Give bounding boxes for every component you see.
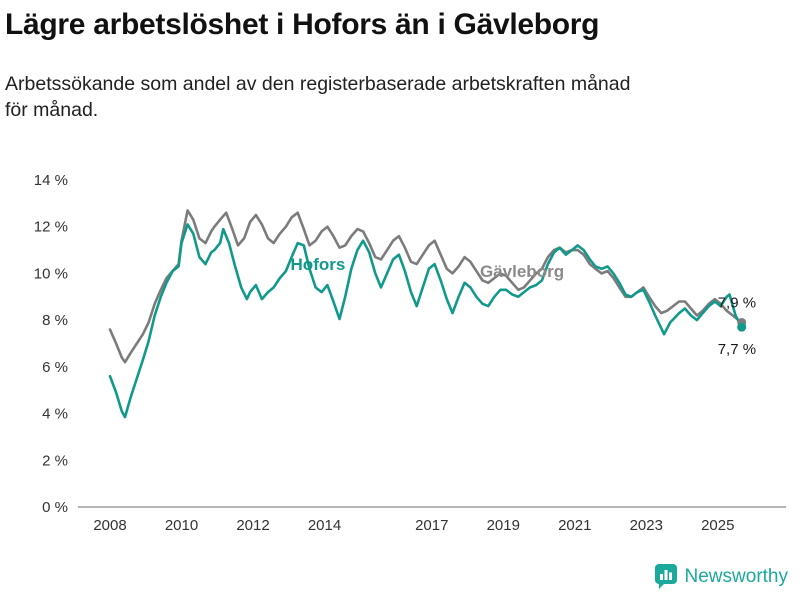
gavleborg-line	[108, 209, 744, 364]
x-tick-label: 2021	[558, 517, 591, 534]
y-tick-label: 2 %	[42, 452, 68, 469]
y-tick-label: 10 %	[34, 265, 68, 282]
chart-subtitle: Arbetssökande som andel av den registerb…	[5, 72, 790, 123]
y-tick-label: 0 %	[42, 499, 68, 516]
newsworthy-logo-icon	[654, 564, 677, 589]
x-tick-label: 2023	[630, 517, 663, 534]
hofors-end-dot	[737, 322, 747, 332]
y-tick-label: 8 %	[42, 312, 68, 329]
y-tick-label: 14 %	[34, 172, 68, 189]
hofors-line	[108, 223, 744, 419]
x-tick-label: 2014	[308, 517, 341, 534]
hofors-end-value-label: 7,7 %	[718, 341, 756, 358]
series-label-gävleborg: Gävleborg	[480, 262, 564, 281]
y-tick-label: 6 %	[42, 359, 68, 376]
x-tick-label: 2012	[236, 517, 269, 534]
x-tick-label: 2025	[701, 517, 734, 534]
unemployment-line-chart: 14 % 12 % 10 % 8 % 6 % 4 % 2 % 0 % 2008 2010 2012 2…	[34, 172, 786, 534]
page-title: Lägre arbetslöshet i Hofors än i Gävlebo…	[5, 8, 600, 41]
newsworthy-brand-text: Newsworthy	[684, 565, 788, 587]
y-tick-label: 12 %	[34, 219, 68, 236]
x-tick-label: 2008	[93, 517, 126, 534]
y-tick-label: 4 %	[42, 406, 68, 423]
newsworthy-brand[interactable]: Newsworthy	[654, 563, 788, 590]
chart-subtitle-line1: Arbetssökande som andel av den registerb…	[5, 73, 631, 95]
gavleborg-end-value-label: 7,9 %	[718, 294, 756, 311]
x-tick-label: 2017	[415, 517, 448, 534]
x-tick-label: 2010	[165, 517, 198, 534]
chart-subtitle-line2: för månad.	[5, 98, 99, 121]
x-tick-label: 2019	[487, 517, 520, 534]
series-label-hofors: Hofors	[291, 255, 346, 274]
